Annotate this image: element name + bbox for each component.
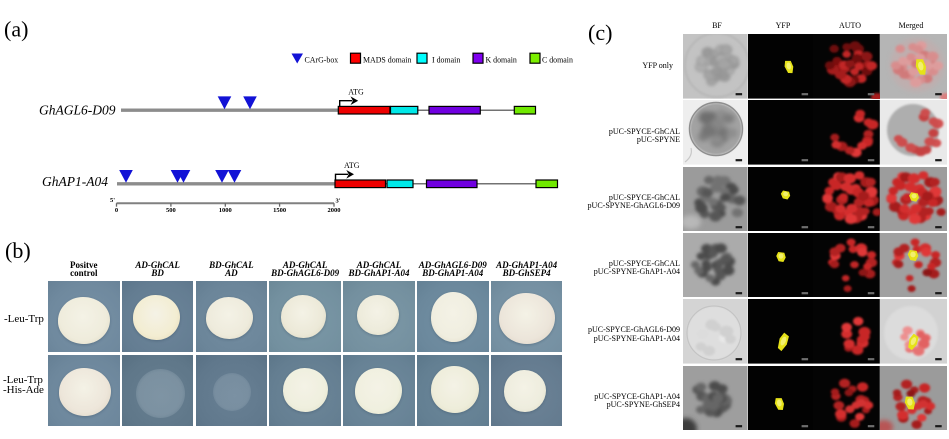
svg-text:2000: 2000	[328, 207, 341, 214]
svg-text:500: 500	[166, 207, 176, 214]
svg-text:1000: 1000	[219, 207, 232, 214]
svg-text:3': 3'	[336, 198, 341, 205]
svg-text:MADS domain: MADS domain	[363, 56, 411, 65]
svg-text:CArG-box: CArG-box	[305, 56, 339, 65]
svg-text:0: 0	[115, 207, 118, 214]
svg-text:GhAP1-A04: GhAP1-A04	[42, 174, 108, 189]
svg-text:1500: 1500	[273, 207, 286, 214]
svg-text:I domain: I domain	[432, 56, 460, 65]
svg-text:GhAGL6-D09: GhAGL6-D09	[39, 102, 116, 117]
svg-text:C domain: C domain	[542, 56, 573, 65]
svg-text:5': 5'	[110, 197, 115, 204]
svg-text:K domain: K domain	[486, 56, 517, 65]
svg-text:(a): (a)	[4, 17, 28, 42]
svg-text:ATG: ATG	[344, 161, 360, 170]
svg-text:ATG: ATG	[348, 88, 364, 97]
